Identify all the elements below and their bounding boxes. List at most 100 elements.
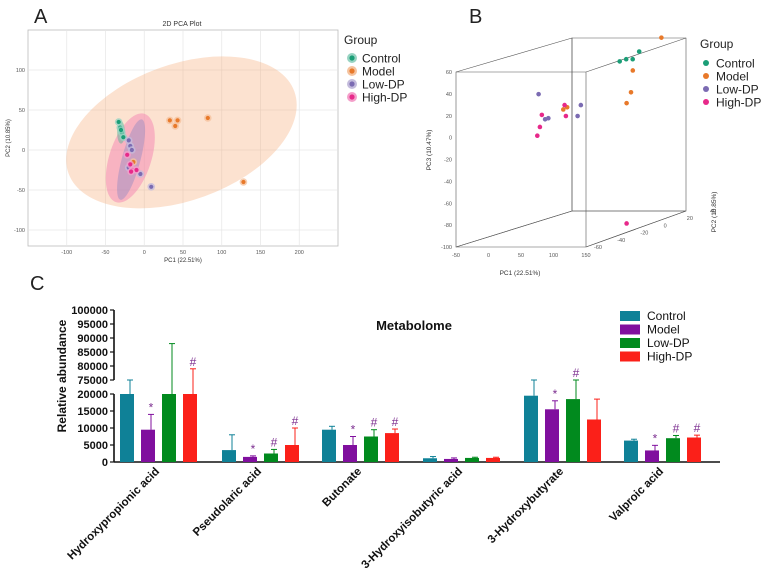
- pca2d-xtick-label: 0: [143, 250, 146, 256]
- pca2d-ytick-label: 100: [16, 68, 25, 74]
- metab-tick-labels: 0 5000 10000 15000 20000 75000 80000 85000 90000…: [71, 305, 114, 469]
- pca3d-point-high-dp: [537, 124, 543, 130]
- pca3d-ytick-label: 20: [687, 216, 693, 222]
- pca2d-point-model: [241, 179, 246, 185]
- metab-legend-key-high-dp: [620, 351, 640, 362]
- pca3d-ztick-label: 40: [446, 92, 452, 98]
- pca3d-xtick-label: 50: [518, 253, 524, 259]
- metab-ytick-label: 100000: [71, 305, 108, 317]
- pca2d-ellipses: [66, 56, 297, 209]
- pca2d-ytick-label: -100: [14, 228, 25, 234]
- metab-bar-control: [322, 429, 336, 462]
- pca3d-ztick-label: -100: [441, 245, 452, 251]
- pca3d-box: [455, 37, 687, 248]
- pca2d-point-high-dp: [128, 162, 133, 167]
- pca2d-legend-key-high-dp: [349, 94, 355, 100]
- pca2d-point-low-dp: [149, 184, 154, 189]
- pca2d-points: [114, 114, 248, 191]
- pca3d-ztick-label: -60: [444, 201, 452, 207]
- metab-significance-mark: #: [573, 366, 580, 380]
- pca2d-point-low-dp: [138, 171, 143, 177]
- pca2d-legend-label: Model: [362, 65, 395, 79]
- pca3d-ztick-label: 0: [449, 136, 452, 142]
- pca3d-ztick-label: -80: [444, 223, 452, 229]
- metab-significance-mark: #: [673, 421, 680, 435]
- metab-significance-mark: *: [653, 431, 658, 445]
- metab-bar-high-dp: [587, 419, 601, 462]
- metab-legend-label: Control: [647, 309, 686, 323]
- pca3d-point-high-dp: [563, 113, 569, 119]
- metab-significance-mark: #: [190, 355, 197, 369]
- pca3d-points: [535, 35, 664, 226]
- pca2d-point-model: [205, 115, 210, 121]
- pca2d-ytick-label: 0: [22, 148, 25, 154]
- pca3d-point-high-dp: [539, 112, 545, 118]
- metab-legend-key-model: [620, 324, 640, 335]
- metab-title: Metabolome: [376, 318, 452, 333]
- pca2d-point-model: [167, 118, 172, 123]
- metab-ytick-label: 5000: [84, 440, 108, 452]
- pca2d-grid: [28, 30, 338, 246]
- metab-ytick-label: 10000: [77, 423, 108, 435]
- pca3d-xlabel: PC1 (22.51%): [500, 270, 541, 277]
- pca3d-point-model: [561, 107, 566, 112]
- metab-significance-mark: #: [271, 435, 278, 449]
- pca2d-point-low-dp: [129, 147, 134, 153]
- panel-label-b: B: [469, 6, 482, 28]
- metab-bar-control: [524, 395, 538, 462]
- pca3d-point-high-dp: [562, 102, 567, 108]
- metab-bar-model: [343, 445, 357, 462]
- pca3d-ytick-label: -20: [640, 231, 648, 237]
- pca3d-ztick-label: 20: [446, 114, 452, 120]
- pca3d-point-model: [628, 89, 634, 95]
- pca3d-point-high-dp: [624, 221, 629, 226]
- metab-significance-mark: *: [351, 423, 356, 437]
- pca2d-legend-label: Control: [362, 52, 401, 66]
- pca3d-ztick-label: 60: [446, 70, 452, 76]
- metab-ytick-label: 20000: [77, 389, 108, 401]
- pca2d-legend-title: Group: [344, 33, 378, 47]
- metab-ytick-label: 0: [102, 457, 108, 469]
- pca3d-zlabel: PC3 (10.47%): [426, 130, 433, 171]
- pca3d-point-model: [630, 68, 636, 73]
- metab-bar-model: [545, 409, 559, 462]
- pca3d-ytick-label: -40: [617, 238, 625, 244]
- pca3d-legend-key-low-dp: [703, 86, 709, 92]
- metabolome-bar-chart: Metabolome Relative abundance * # * # # * # # * #…: [55, 305, 720, 571]
- pca3d-legend-label: High-DP: [716, 96, 761, 110]
- metab-significance-mark: #: [694, 421, 701, 435]
- pca2d-ytick-label: -50: [17, 188, 25, 194]
- metab-significance-mark: *: [149, 400, 154, 414]
- metab-bar-high-dp: [687, 437, 701, 462]
- pca3d-ytick-label: 40: [710, 209, 716, 215]
- pca2d-legend-label: High-DP: [362, 91, 407, 105]
- metab-significance-mark: #: [292, 414, 299, 428]
- pca3d-legend-key-model: [703, 73, 709, 79]
- panel-label-a: A: [34, 6, 48, 28]
- metab-bar-high-dp: [183, 394, 197, 462]
- pca2d-point-model: [175, 118, 180, 123]
- pca2d-point-control: [121, 135, 126, 140]
- metab-bar-control: [120, 394, 134, 462]
- pca3d-point-control: [617, 59, 622, 64]
- pca3d-legend-key-high-dp: [703, 99, 709, 105]
- metab-bar-model: [444, 458, 458, 462]
- pca-2d-plot: 2D PCA Plot -100 -50 0 50 100 150 200 -100 -50 0 5…: [6, 21, 407, 264]
- metab-legend-key-control: [620, 311, 640, 321]
- pca2d-xtick-label: 200: [295, 250, 304, 256]
- metab-ytick-label: 15000: [77, 406, 108, 418]
- metab-bar-high-dp: [486, 457, 500, 462]
- pca3d-legend-key-control: [703, 60, 709, 66]
- metab-significance-mark: *: [251, 442, 256, 456]
- panel-label-c: C: [30, 273, 44, 295]
- pca2d-legend-key-low-dp: [349, 81, 355, 87]
- metab-bar-model: [141, 429, 155, 462]
- pca2d-xtick-label: -50: [102, 250, 110, 256]
- pca3d-legend-label: Model: [716, 70, 749, 84]
- metab-category-label: Hydroxypropionic acid: [66, 466, 163, 563]
- metab-ytick-label: 90000: [77, 333, 108, 345]
- metab-ytick-label: 85000: [77, 347, 108, 359]
